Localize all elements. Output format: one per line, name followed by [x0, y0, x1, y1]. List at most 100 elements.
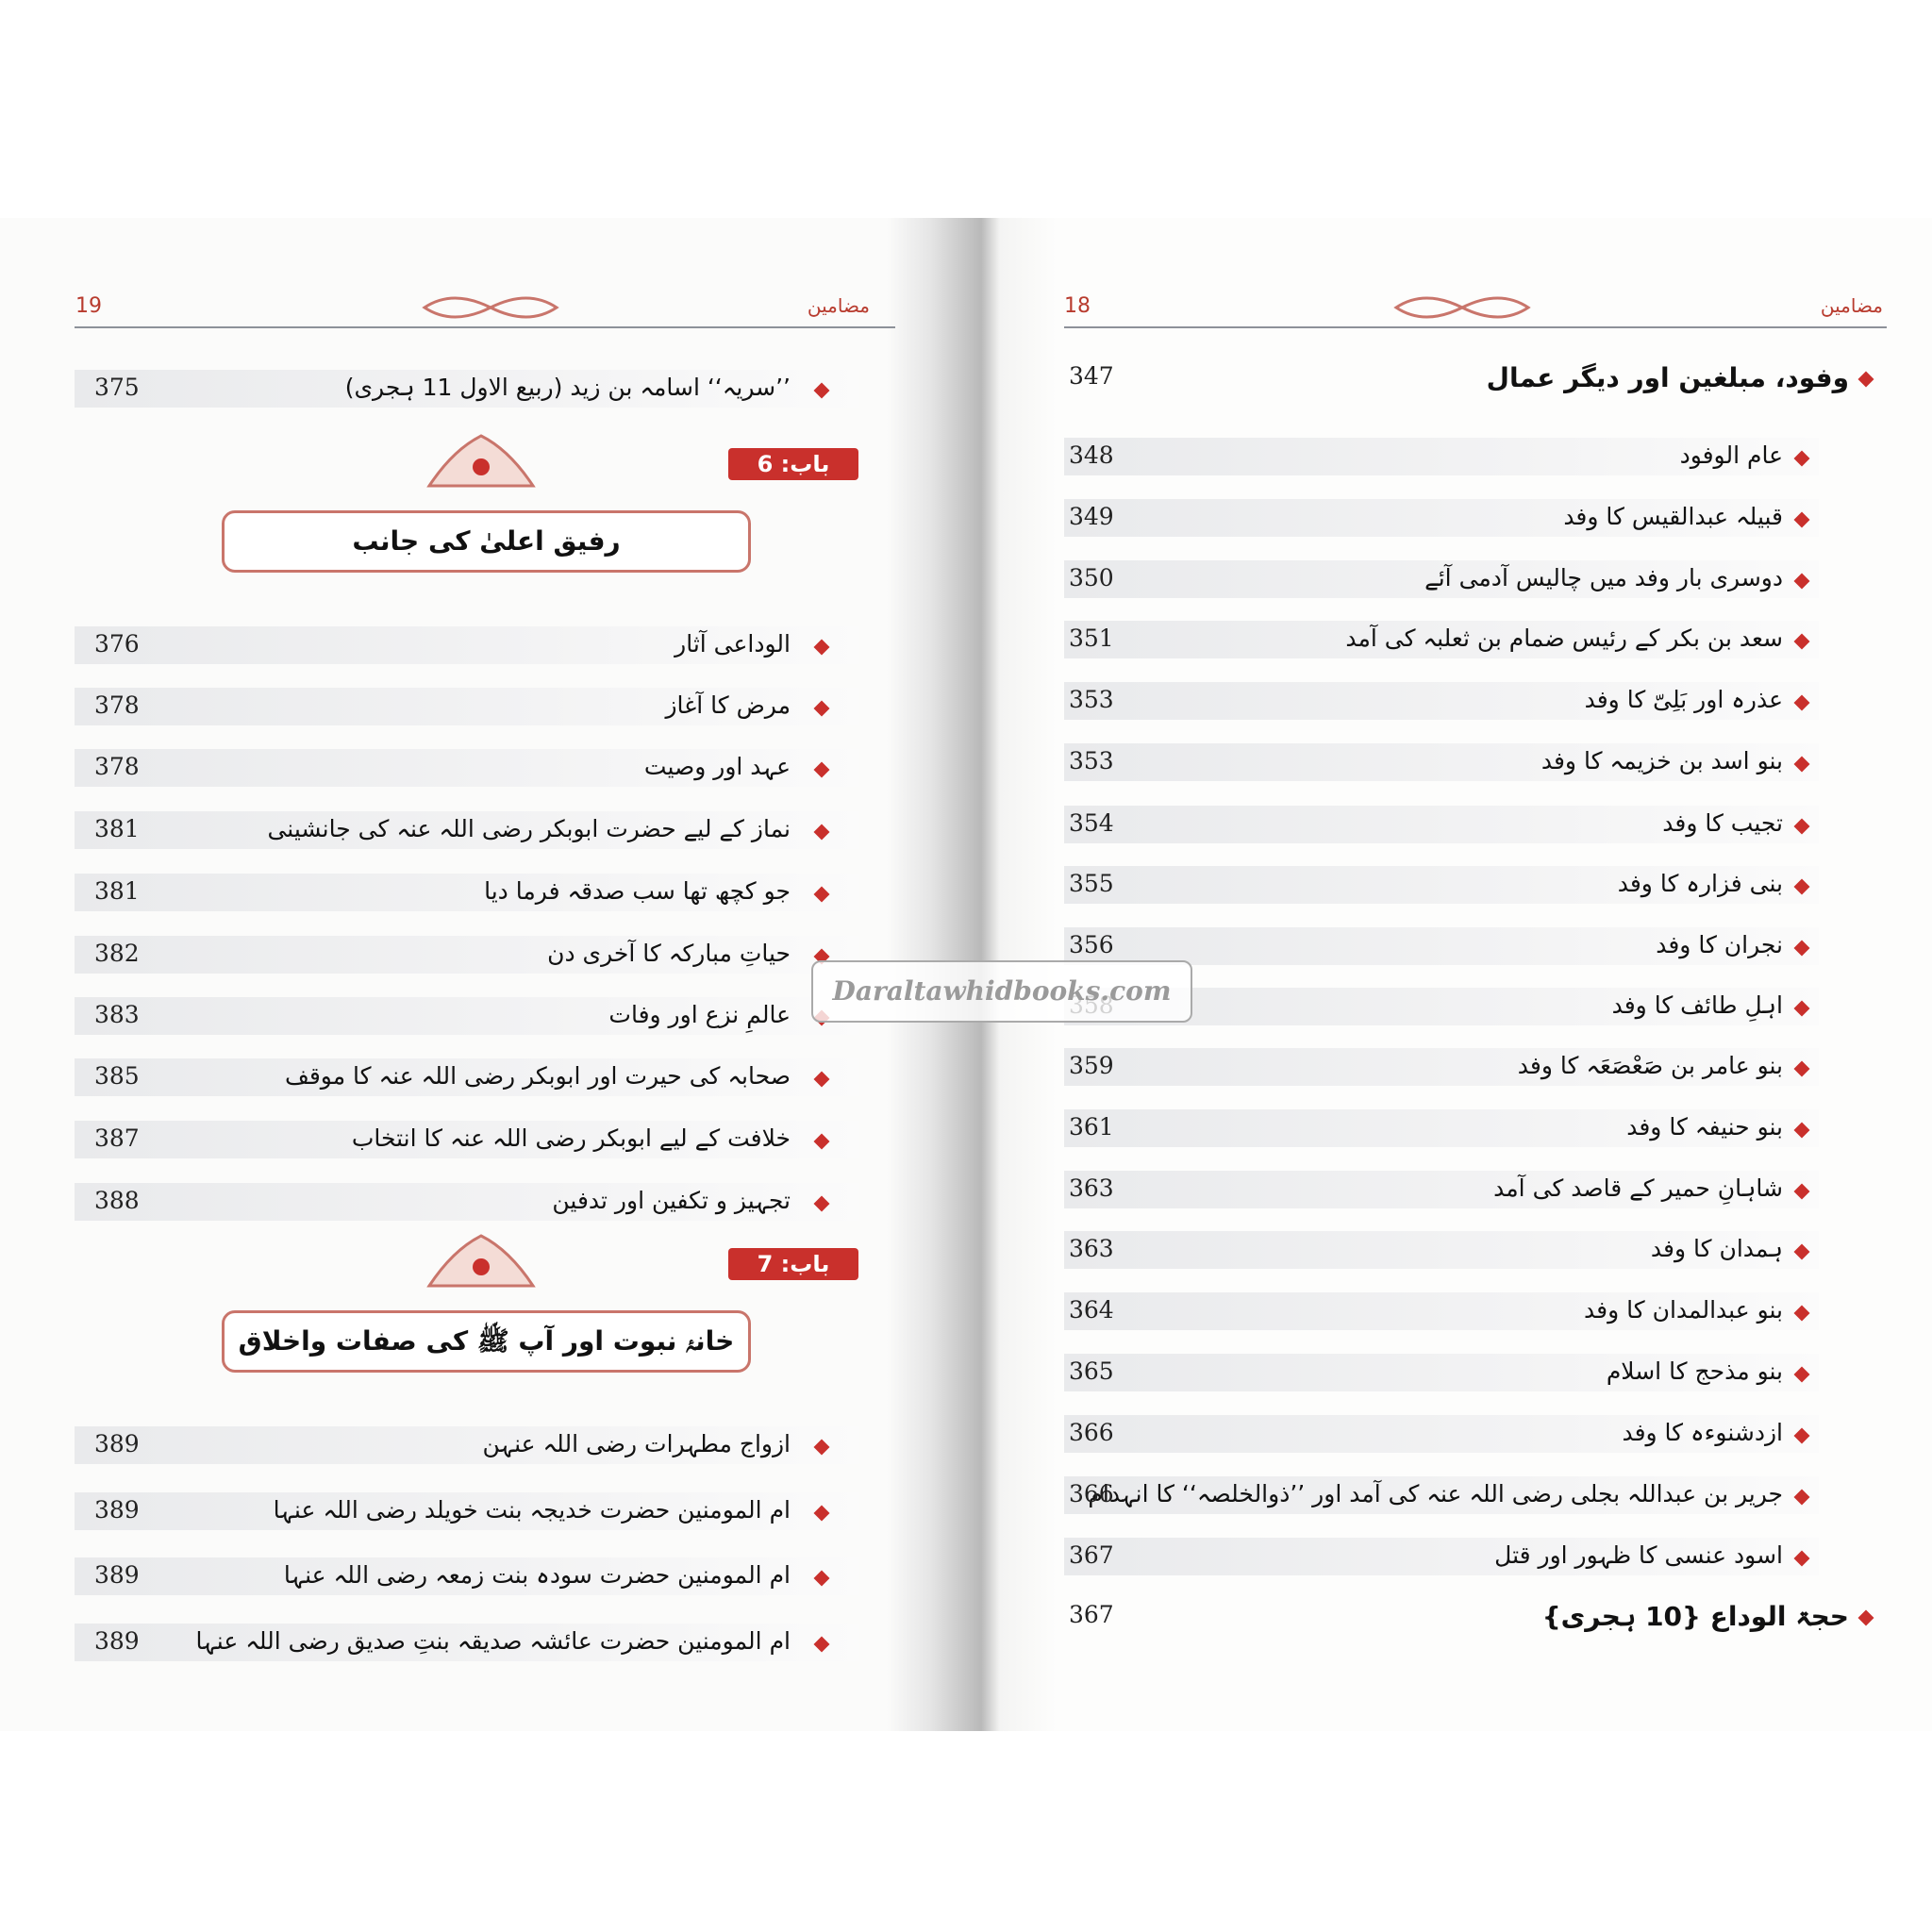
entry-band: [1064, 1109, 1819, 1147]
chapter-ornament: [426, 434, 536, 488]
running-header: مضامین: [807, 294, 870, 317]
page-ref: 376: [94, 630, 140, 658]
page-number: 19: [75, 294, 102, 318]
entry-title: تجیب کا وفد: [1662, 809, 1783, 837]
entry-band: [1064, 806, 1819, 843]
entry-title: خلافت کے لیے ابوبکر رضی اللہ عنہ کا انتخ…: [351, 1124, 791, 1152]
entry-title: عہد اور وصیت: [643, 753, 791, 780]
entry-title: نماز کے لیے حضرت ابوبکر رضی اللہ عنہ کی …: [267, 815, 791, 842]
entry-band: [75, 1183, 859, 1221]
page-ref: 388: [94, 1187, 140, 1214]
page-ref: 351: [1069, 625, 1114, 652]
page-ref: 363: [1069, 1174, 1114, 1202]
entry-band: [75, 874, 859, 911]
page-ref: 363: [1069, 1235, 1114, 1262]
entry-band: [1064, 1476, 1819, 1514]
entry-band: [1064, 1231, 1819, 1269]
page-ref: 359: [1069, 1052, 1114, 1079]
entry-title: جریر بن عبداللہ بجلی رضی اللہ عنہ کی آمد…: [1088, 1480, 1783, 1507]
page-ref: 385: [94, 1062, 140, 1090]
entry-title: ام المومنین حضرت عائشہ صدیقہ بنتِ صدیق ر…: [195, 1627, 791, 1655]
entry-band: [75, 1557, 859, 1595]
chapter-title: رفیق اعلیٰ کی جانب: [222, 510, 751, 573]
page-ref: 367: [1069, 1541, 1114, 1569]
entry-band: [1064, 621, 1819, 658]
entry-title: اہلِ طائف کا وفد: [1611, 991, 1783, 1019]
page-ref: 389: [94, 1627, 140, 1655]
entry-title: بنو مذحج کا اسلام: [1606, 1357, 1783, 1385]
page-ref: 366: [1069, 1419, 1114, 1446]
page-ref: 354: [1069, 809, 1114, 837]
entry-title: اسود عنسی کا ظہور اور قتل: [1494, 1541, 1783, 1569]
page-ref: 353: [1069, 747, 1114, 774]
entry-band: [1064, 499, 1819, 537]
entry-title: نجران کا وفد: [1656, 931, 1783, 958]
page-ref: 348: [1069, 441, 1114, 469]
entry-band: [1064, 438, 1819, 475]
header-rule: [75, 326, 895, 328]
entry-title: ام المومنین حضرت خدیجہ بنت خویلد رضی الل…: [273, 1496, 791, 1524]
running-header: مضامین: [1820, 294, 1883, 317]
entry-band: [1064, 1354, 1819, 1391]
entry-title: دوسری بار وفد میں چالیس آدمی آئے: [1424, 564, 1783, 591]
page-ref: 364: [1069, 1296, 1114, 1324]
entry-band: [75, 749, 859, 787]
entry-title: جو کچھ تھا سب صدقہ فرما دیا: [484, 877, 791, 905]
page-ref: 381: [94, 877, 140, 905]
entry-band: [75, 997, 859, 1035]
page-ref: 350: [1069, 564, 1114, 591]
entry-title: عالمِ نزع اور وفات: [608, 1001, 791, 1028]
section-title: حجۃ الوداع {10 ہجری}: [1541, 1601, 1849, 1632]
entry-band: [1064, 1292, 1819, 1330]
entry-band: [75, 1426, 859, 1464]
page-ref: 367: [1069, 1601, 1114, 1628]
page-ref: 349: [1069, 503, 1114, 530]
chapter-title: خانۂ نبوت اور آپ ﷺ کی صفات واخلاق: [222, 1310, 751, 1373]
page-ref: 382: [94, 940, 140, 967]
entry-title: بنو عامر بن صَعْصَعَہ کا وفد: [1517, 1052, 1783, 1079]
entry-band: [1064, 682, 1819, 720]
entry-band: [1064, 1048, 1819, 1086]
page-number: 18: [1064, 294, 1091, 318]
entry-band: [1064, 560, 1819, 598]
chapter-ornament: [426, 1234, 536, 1288]
entry-band: [75, 370, 859, 408]
entry-band: [1064, 1415, 1819, 1453]
entry-band: [75, 1121, 859, 1158]
entry-title: صحابہ کی حیرت اور ابوبکر رضی اللہ عنہ کا…: [284, 1062, 791, 1090]
page-ref: 353: [1069, 686, 1114, 713]
entry-title: ازواج مطہرات رضی اللہ عنہن: [482, 1430, 791, 1457]
page-ref: 356: [1069, 931, 1114, 958]
page-ref: 387: [94, 1124, 140, 1152]
entry-title: شاہانِ حمیر کے قاصد کی آمد: [1493, 1174, 1783, 1202]
entry-title: عام الوفود: [1679, 441, 1783, 469]
chapter-label: باب: 6: [728, 448, 858, 480]
entry-band: [75, 626, 859, 664]
page-ref: 347: [1069, 362, 1114, 390]
entry-title: مرض کا آغاز: [665, 691, 791, 719]
entry-band: [75, 811, 859, 849]
entry-title: تجہیز و تکفین اور تدفین: [552, 1187, 791, 1214]
entry-title: عذرہ اور بَلِیّ کا وفد: [1584, 686, 1783, 713]
entry-title: ام المومنین حضرت سودہ بنت زمعہ رضی اللہ …: [283, 1561, 791, 1589]
entry-band: [1064, 866, 1819, 904]
page-ref: 366: [1069, 1480, 1114, 1507]
page-ref: 378: [94, 691, 140, 719]
chapter-label: باب: 7: [728, 1248, 858, 1280]
entry-band: [1064, 1171, 1819, 1208]
entry-title: بنی فزارہ کا وفد: [1617, 870, 1783, 897]
entry-title: الوداعی آثار: [675, 630, 791, 658]
page-ref: 361: [1069, 1113, 1114, 1141]
page-ref: 383: [94, 1001, 140, 1028]
entry-title: حیاتِ مبارکہ کا آخری دن: [547, 940, 791, 967]
entry-band: [75, 688, 859, 725]
entry-band: [1064, 927, 1819, 965]
entry-band: [75, 936, 859, 974]
page-ref: 389: [94, 1430, 140, 1457]
page-ref: 389: [94, 1496, 140, 1524]
watermark: Daraltawhidbooks.com: [811, 960, 1192, 1023]
header-rule: [1064, 326, 1887, 328]
entry-title: ’’سریہ‘‘ اسامہ بن زید (ربیع الاول 11 ہجر…: [344, 374, 791, 401]
entry-band: [75, 1624, 859, 1661]
